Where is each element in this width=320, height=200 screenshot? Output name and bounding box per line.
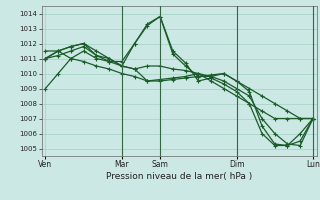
X-axis label: Pression niveau de la mer( hPa ): Pression niveau de la mer( hPa ) xyxy=(106,172,252,181)
